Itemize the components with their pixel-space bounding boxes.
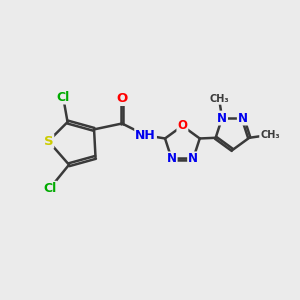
Text: O: O: [177, 119, 188, 132]
Text: NH: NH: [135, 129, 156, 142]
Text: CH₃: CH₃: [260, 130, 280, 140]
Text: Cl: Cl: [43, 182, 56, 195]
Text: Cl: Cl: [56, 91, 70, 103]
Text: N: N: [238, 112, 248, 124]
Text: S: S: [44, 135, 53, 148]
Text: O: O: [116, 92, 128, 105]
Text: N: N: [217, 112, 227, 124]
Text: N: N: [188, 152, 198, 165]
Text: N: N: [167, 152, 177, 165]
Text: CH₃: CH₃: [209, 94, 229, 104]
